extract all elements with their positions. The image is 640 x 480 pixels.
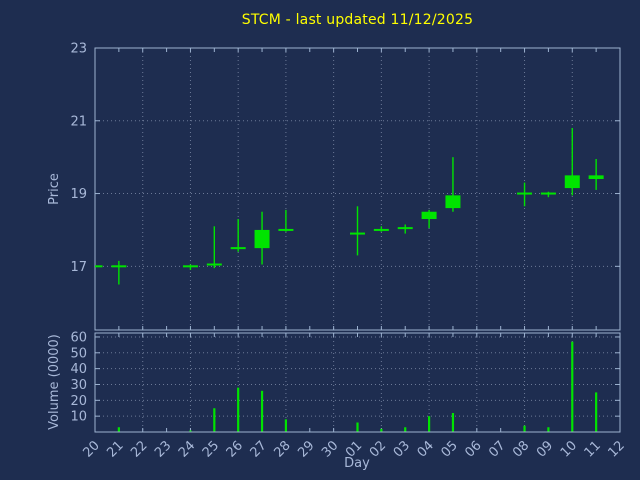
x-tick-label: 03: [391, 438, 413, 460]
volume-tick-label: 30: [70, 378, 87, 393]
candle-body: [421, 211, 437, 220]
x-tick-label: 28: [271, 438, 293, 460]
volume-panel-border: [94, 332, 621, 433]
x-tick-label: 04: [415, 438, 437, 460]
candlestick-layer: [95, 128, 604, 285]
x-tick-label: 20: [81, 438, 103, 460]
candle-body: [397, 227, 413, 230]
candle-body: [206, 263, 222, 266]
x-tick-label: 27: [248, 438, 270, 460]
x-tick-label: 02: [367, 438, 389, 460]
x-tick-label: 26: [224, 438, 246, 460]
x-tick-label: 11: [582, 438, 604, 460]
chart-title: STCM - last updated 11/12/2025: [241, 12, 474, 28]
volume-tick-label: 40: [70, 362, 87, 377]
price-tick-label: 19: [70, 187, 87, 202]
candle-body: [373, 228, 389, 231]
price-panel-border: [94, 47, 621, 331]
x-tick-label: 12: [606, 438, 628, 460]
x-tick-label: 22: [128, 438, 150, 460]
candle-body: [254, 229, 270, 249]
candle-body: [517, 192, 533, 195]
candle-body: [278, 228, 294, 231]
x-tick-label: 10: [558, 438, 580, 460]
volume-tick-label: 50: [70, 346, 87, 361]
candle-body: [445, 195, 461, 209]
volume-layer: [117, 341, 598, 432]
price-tick-label: 17: [70, 260, 87, 275]
candle-body: [588, 175, 604, 179]
price-tick-label: 21: [70, 114, 87, 129]
volume-tick-label: 60: [70, 330, 87, 345]
x-tick-label: 09: [534, 438, 556, 460]
x-axis-label: Day: [344, 456, 370, 471]
x-tick-label: 05: [438, 438, 460, 460]
candle-body: [350, 232, 365, 235]
x-tick-label: 08: [510, 438, 532, 460]
x-tick-label: 29: [295, 438, 317, 460]
candle-body: [182, 265, 198, 268]
x-tick-label: 25: [200, 438, 222, 460]
price-tick-label: 23: [70, 42, 87, 57]
x-tick-label: 24: [176, 438, 198, 460]
candle-body: [230, 247, 246, 250]
candle-body: [540, 192, 556, 195]
x-tick-label: 21: [104, 438, 126, 460]
volume-tick-label: 10: [70, 410, 87, 425]
volume-tick-label: 20: [70, 394, 87, 409]
x-tick-label: 23: [152, 438, 174, 460]
candle-body: [564, 175, 580, 189]
x-tick-label: 30: [319, 438, 341, 460]
price-axis-label: Price: [47, 173, 62, 205]
x-tick-label: 07: [486, 438, 508, 460]
volume-axis-label: Volume (0000): [47, 334, 62, 430]
candle-body: [111, 265, 127, 268]
candle-body: [95, 265, 103, 268]
x-tick-label: 06: [462, 438, 484, 460]
